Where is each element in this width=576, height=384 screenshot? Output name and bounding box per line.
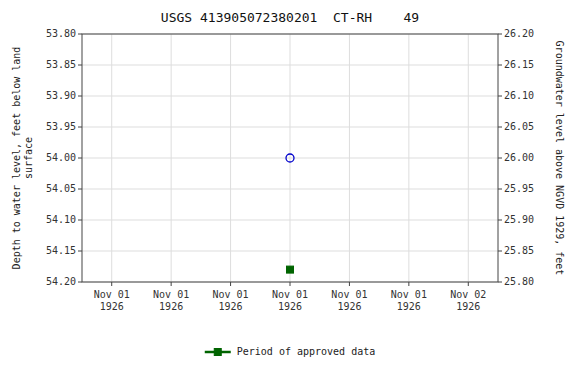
page: {"chart_data": {"type": "scatter", "titl… (0, 0, 576, 384)
x-tick-label: Nov 011926 (391, 289, 427, 312)
x-tick-label: Nov 011926 (331, 289, 367, 312)
y-tick (78, 220, 82, 221)
y2-tick-label: 26.05 (504, 121, 534, 132)
y-tick (78, 127, 82, 128)
y2-tick (498, 251, 502, 252)
grid-line-x (408, 34, 409, 282)
x-tick-label-line: 1926 (159, 301, 183, 312)
x-tick (290, 282, 291, 286)
y2-tick (498, 158, 502, 159)
y2-tick-label: 25.90 (504, 214, 534, 225)
x-tick-label: Nov 011926 (94, 289, 130, 312)
series (286, 154, 294, 162)
x-tick-label: Nov 011926 (272, 289, 308, 312)
x-tick (468, 282, 469, 286)
grid-line-x (230, 34, 231, 282)
legend-marker (214, 349, 221, 356)
y2-tick-label: 25.85 (504, 245, 534, 256)
y2-tick (498, 220, 502, 221)
legend-item: Period of approved data (205, 346, 375, 357)
y2-tick (498, 96, 502, 97)
x-tick-label-line: 1926 (456, 301, 480, 312)
y-tick-label: 53.90 (46, 90, 76, 101)
x-tick (111, 282, 112, 286)
y-tick (78, 282, 82, 283)
x-tick-label-line: 1926 (278, 301, 302, 312)
marks (286, 154, 294, 273)
y-tick-label: 54.05 (46, 183, 76, 194)
x-tick-label-line: Nov 01 (272, 289, 308, 300)
y2-tick-label: 25.95 (504, 183, 534, 194)
x-tick (230, 282, 231, 286)
y-tick (78, 189, 82, 190)
y2-tick-label: 26.15 (504, 59, 534, 70)
x-tick-label-line: Nov 02 (450, 289, 486, 300)
y-tick (78, 65, 82, 66)
grid (82, 34, 498, 282)
x-tick (171, 282, 172, 286)
y-axis-label-line: surface (23, 137, 34, 179)
y2-tick (498, 282, 502, 283)
grid-line-x (111, 34, 112, 282)
x-tick-label: Nov 021926 (450, 289, 486, 312)
chart: 53.80 53.85 53.90 53.95 54.00 54.05 54.10 54.15… (0, 0, 576, 384)
x-tick-label: Nov 011926 (153, 289, 189, 312)
point (286, 154, 294, 162)
plot-frame (82, 34, 498, 282)
x-tick-label-line: 1926 (337, 301, 361, 312)
y2-tick-label: 25.80 (504, 276, 534, 287)
y2-tick (498, 34, 502, 35)
y-tick-label: 53.95 (46, 121, 76, 132)
x-axis: Nov 011926Nov 011926Nov 011926Nov 011926… (94, 282, 487, 312)
y-axis: 53.80 53.85 53.90 53.95 54.00 54.05 54.10 54.15… (46, 28, 82, 287)
x-tick-label: Nov 011926 (213, 289, 249, 312)
y-tick-label: 54.15 (46, 245, 76, 256)
x-tick-label-line: Nov 01 (94, 289, 130, 300)
title: USGS 413905072380201 CT-RH 49 (161, 10, 419, 25)
grid-line-x (171, 34, 172, 282)
y-tick-label: 54.10 (46, 214, 76, 225)
y2-tick (498, 189, 502, 190)
series (287, 266, 294, 273)
y-axis-label: Depth to water level, feet below landsur… (11, 47, 34, 270)
x-tick (408, 282, 409, 286)
y-tick (78, 251, 82, 252)
y2-tick-label: 26.10 (504, 90, 534, 101)
y-tick (78, 158, 82, 159)
y2-tick-label: 26.00 (504, 152, 534, 163)
y-tick (78, 34, 82, 35)
y2-tick-label: 26.20 (504, 28, 534, 39)
x-tick-label-line: Nov 01 (391, 289, 427, 300)
point (287, 266, 294, 273)
y2-axis: 26.20 26.15 26.10 26.05 26.00 25.95 25.90 25.85… (498, 28, 534, 287)
legend-label: Period of approved data (237, 346, 375, 357)
x-tick (349, 282, 350, 286)
x-tick-label-line: 1926 (100, 301, 124, 312)
x-tick-label-line: Nov 01 (213, 289, 249, 300)
y2-axis-label: Groundwater level above NGVD 1929, feet (554, 41, 565, 276)
y-tick-label: 54.00 (46, 152, 76, 163)
y-tick-label: 53.80 (46, 28, 76, 39)
x-tick-label-line: 1926 (219, 301, 243, 312)
x-tick-label-line: Nov 01 (153, 289, 189, 300)
y-tick (78, 96, 82, 97)
grid-line-x (468, 34, 469, 282)
y-axis-label-line: Depth to water level, feet below land (11, 47, 22, 270)
grid-line-x (349, 34, 350, 282)
y2-tick (498, 127, 502, 128)
y-tick-label: 53.85 (46, 59, 76, 70)
y-tick-label: 54.20 (46, 276, 76, 287)
legend: Period of approved data (205, 346, 375, 357)
x-tick-label-line: 1926 (397, 301, 421, 312)
x-tick-label-line: Nov 01 (331, 289, 367, 300)
grid-line-x (290, 34, 291, 282)
y2-tick (498, 65, 502, 66)
